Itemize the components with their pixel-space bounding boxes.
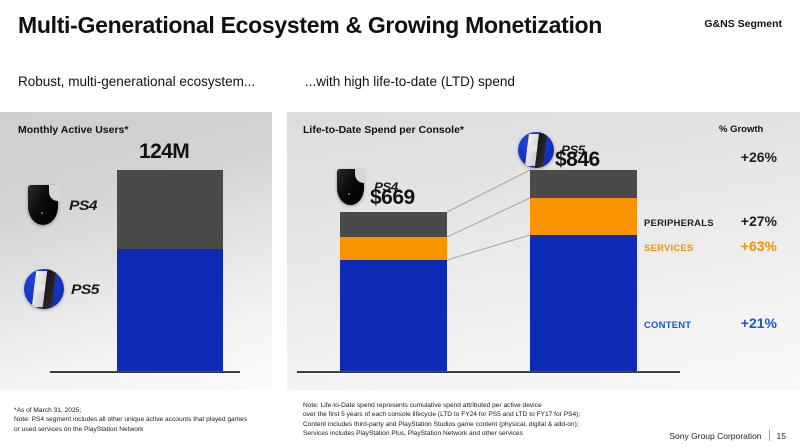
ltd-ps4-content — [340, 260, 447, 372]
footer-divider — [768, 430, 770, 441]
growth-column-header: % Growth — [719, 124, 764, 135]
ps4-logo-text: PS4 — [374, 180, 398, 194]
ps4-console-icon — [26, 185, 62, 225]
subhead-left: Robust, multi-generational ecosystem... — [18, 74, 256, 89]
ps4-bar-label-group: PS4 — [335, 169, 398, 205]
ltd-ps4-peripherals — [340, 212, 447, 237]
footer-page-number: 15 — [776, 430, 786, 441]
ps5-bar-label-group: PS5 — [518, 132, 585, 168]
growth-total: +26% — [740, 149, 777, 165]
footnote-right: Note: Life-to-Date spend represents cumu… — [303, 402, 581, 438]
ps5-logo-text: PS5 — [561, 143, 585, 157]
growth-services: +63% — [740, 238, 777, 254]
legend-label-peripherals: PERIPHERALS — [644, 218, 714, 229]
ltd-ps5-content — [530, 235, 637, 372]
mau-segment-ps5 — [117, 249, 223, 372]
footnote-left: *As of March 31, 2025; Note: PS4 segment… — [14, 407, 248, 433]
ltd-bar-ps4 — [340, 212, 447, 372]
left-panel-heading: Monthly Active Users* — [18, 124, 129, 136]
legend-label-services: SERVICES — [644, 243, 694, 254]
page-title: Multi-Generational Ecosystem & Growing M… — [18, 12, 603, 38]
legend-label-content: CONTENT — [644, 320, 692, 331]
ltd-ps5-peripherals — [530, 170, 637, 198]
panel-monthly-active-users: Monthly Active Users* PS4 PS5 124M — [0, 112, 272, 390]
ps5-logo-text: PS5 — [71, 281, 100, 297]
legend-ps5: PS5 — [24, 269, 100, 309]
footer-company: Sony Group Corporation — [669, 430, 762, 441]
ps5-amount-label: $846 — [555, 148, 600, 171]
mau-total-label: 124M — [139, 140, 190, 163]
footer: Sony Group Corporation 15 — [669, 430, 786, 441]
segment-tag: G&NS Segment — [704, 18, 782, 30]
ps5-console-icon — [518, 132, 554, 168]
panel-ltd-spend: Life-to-Date Spend per Console* % Growth… — [287, 112, 800, 390]
ltd-ps4-services — [340, 237, 447, 260]
right-panel-heading: Life-to-Date Spend per Console* — [303, 124, 465, 136]
mau-baseline-axis — [50, 371, 240, 373]
mau-stacked-bar — [117, 170, 223, 372]
growth-peripherals: +27% — [740, 213, 777, 229]
legend-ps4: PS4 — [26, 185, 98, 225]
subhead-right: ...with high life-to-date (LTD) spend — [305, 74, 515, 89]
ltd-bar-ps5 — [530, 170, 637, 372]
growth-content: +21% — [740, 315, 777, 331]
ps4-console-icon — [335, 169, 367, 205]
ps4-logo-text: PS4 — [69, 197, 98, 213]
segment-connector-lines — [446, 169, 531, 261]
ps5-console-icon — [24, 269, 64, 309]
mau-segment-ps4 — [117, 170, 223, 249]
ltd-ps5-services — [530, 198, 637, 235]
ltd-baseline-axis — [297, 371, 680, 373]
ps4-amount-label: $669 — [370, 186, 415, 209]
